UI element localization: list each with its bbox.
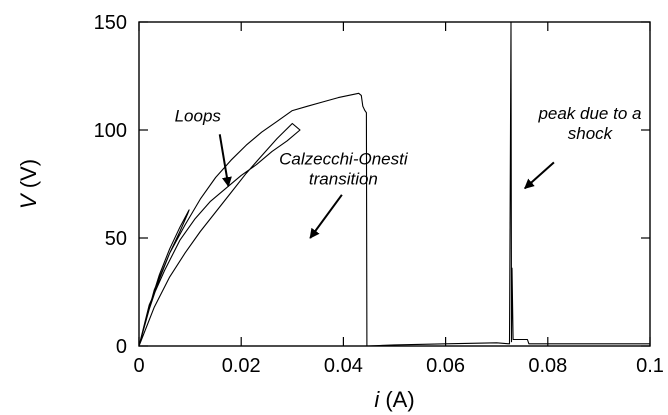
y-tick-label: 100 xyxy=(94,120,127,142)
x-tick-label: 0.04 xyxy=(324,355,363,377)
y-tick-label: 150 xyxy=(94,12,127,34)
x-axis-label-unit: (A) xyxy=(379,387,414,412)
x-tick-label: 0 xyxy=(133,355,144,377)
annotation-arrow-3 xyxy=(524,161,555,190)
x-axis-label-variable: i xyxy=(374,387,380,412)
y-axis-label-unit: (V) xyxy=(16,159,41,194)
x-tick-label: 0.1 xyxy=(636,355,664,377)
y-axis-label: V (V) xyxy=(16,159,41,209)
annotation-text-3: peak due to a shock xyxy=(537,104,641,143)
annotation-arrow-1 xyxy=(218,134,232,188)
y-tick-label: 0 xyxy=(116,336,127,358)
annotation-text-2: Calzecchi-Onesti transition xyxy=(279,150,409,189)
annotation-line: shock xyxy=(568,124,614,143)
x-axis-label: i (A) xyxy=(374,387,414,412)
annotation-line: transition xyxy=(309,170,378,189)
y-axis-label-variable: V xyxy=(16,192,41,209)
annotations-group: Loops Calzecchi-Onesti transition peak due … xyxy=(175,104,641,239)
annotation-line: peak due to a xyxy=(537,104,641,123)
y-tick-label: 50 xyxy=(105,228,127,250)
plot-frame xyxy=(138,21,651,347)
x-tick-label: 0.06 xyxy=(426,355,465,377)
annotation-line: Calzecchi-Onesti xyxy=(279,150,409,169)
annotation-arrow-2 xyxy=(309,194,343,239)
annotation-line: Loops xyxy=(175,106,222,125)
x-tick-label: 0.02 xyxy=(222,355,261,377)
annotation-text-1: Loops xyxy=(175,106,222,125)
series-line-1 xyxy=(138,21,650,347)
series-group xyxy=(138,21,650,347)
x-tick-label: 0.08 xyxy=(528,355,567,377)
axis-ticks: 0 0.02 0.04 0.06 0.08 0.1 0 50 100 150 xyxy=(94,12,664,377)
